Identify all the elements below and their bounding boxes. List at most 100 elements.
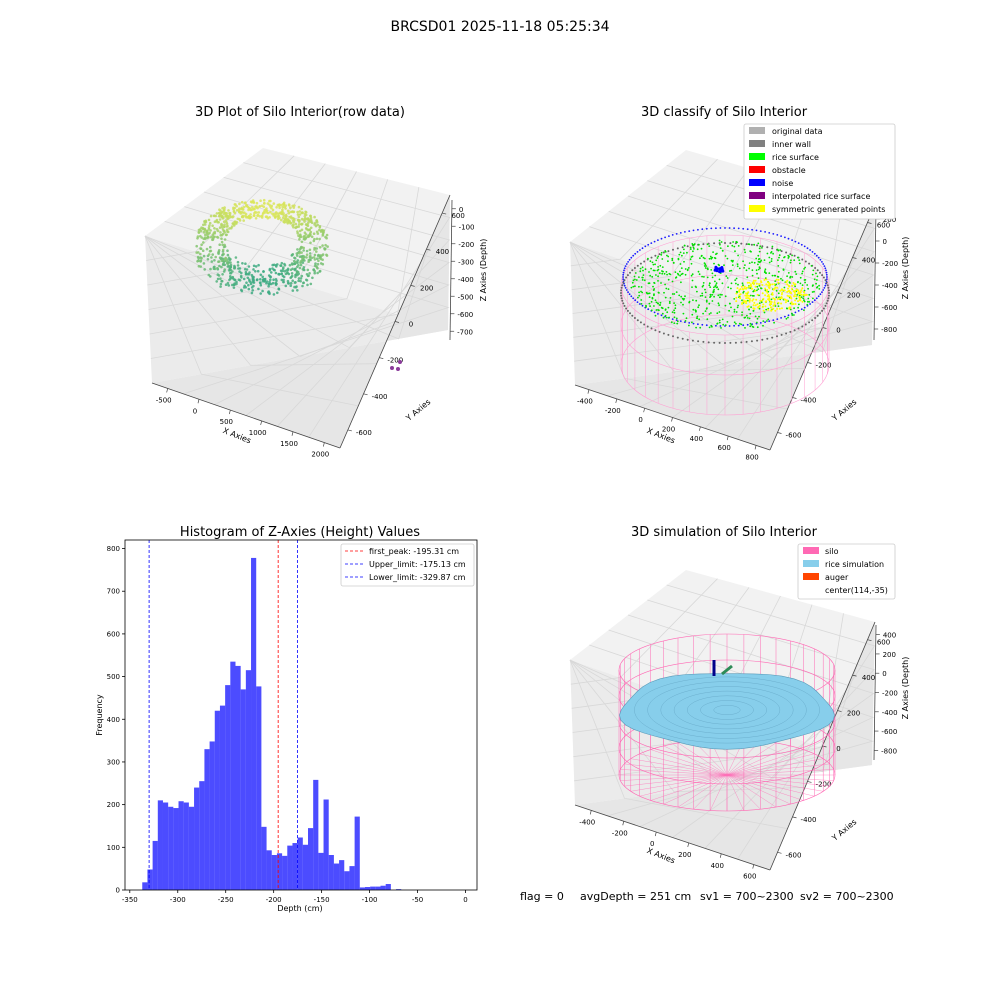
data-point: [276, 291, 279, 295]
wall-point: [622, 281, 625, 284]
symmetric-point: [739, 288, 742, 291]
rice-surface-point: [793, 314, 795, 316]
silo-ring: [620, 274, 830, 376]
x-tick: [699, 426, 701, 431]
noise-point: [641, 304, 644, 307]
data-point: [213, 232, 217, 235]
rice-surface-point: [695, 317, 698, 319]
data-point: [324, 235, 327, 239]
rice-surface-point: [727, 286, 730, 289]
histogram-bar: [235, 665, 241, 890]
data-point: [260, 215, 264, 218]
noise-point: [715, 227, 717, 230]
data-point: [251, 289, 254, 292]
rice-surface-point: [664, 250, 667, 252]
data-point: [286, 279, 290, 283]
rice-surface-point: [735, 311, 738, 313]
noise-point: [784, 236, 786, 239]
symmetric-point: [791, 284, 794, 287]
histogram-bar: [183, 802, 189, 890]
symmetric-point: [798, 292, 801, 295]
x-tick: [587, 389, 590, 394]
data-point: [290, 272, 294, 275]
x-axis-label: X Axies: [646, 846, 677, 865]
data-point: [270, 271, 273, 274]
data-point: [262, 270, 265, 273]
data-point: [199, 229, 203, 233]
rice-surface-point: [749, 312, 752, 315]
rice-surface-point: [648, 292, 651, 295]
data-point: [208, 224, 211, 227]
wall-point: [658, 330, 661, 333]
rice-surface-point: [702, 282, 705, 284]
rice-surface-point: [671, 257, 674, 260]
noise-point: [688, 230, 691, 233]
data-point: [250, 286, 254, 289]
data-point: [265, 281, 268, 285]
data-point: [228, 269, 231, 272]
rice-surface-point: [659, 264, 662, 267]
noise-point: [714, 267, 718, 271]
data-point: [310, 221, 314, 224]
data-point: [297, 215, 301, 219]
rice-surface-point: [683, 244, 686, 247]
rice-surface-point: [700, 254, 703, 257]
data-point: [319, 262, 323, 265]
rice-surface-point: [731, 260, 734, 263]
data-point: [210, 235, 213, 239]
x-tick-label: -400: [577, 398, 593, 406]
reference-lines: [148, 540, 298, 890]
legend-label: first_peak: -195.31 cm: [369, 547, 459, 556]
rice-surface-point: [704, 257, 706, 260]
noise-point: [634, 252, 637, 255]
legend-label: inner wall: [772, 140, 811, 149]
rice-surface-point: [724, 255, 727, 257]
symmetric-point: [761, 284, 764, 286]
rice-surface-point: [691, 243, 694, 245]
data-point: [314, 262, 317, 265]
rice-surface-point: [696, 315, 699, 318]
data-point: [310, 256, 314, 260]
rice-surface-point: [736, 265, 739, 268]
data-point: [305, 279, 309, 282]
histogram-bar: [354, 816, 360, 890]
rice-surface-point: [653, 305, 655, 307]
rice-surface-point: [701, 292, 704, 295]
data-point: [325, 233, 329, 237]
wall-point: [691, 339, 694, 342]
symmetric-point: [761, 292, 764, 295]
data-point: [243, 201, 247, 205]
data-point: [228, 258, 232, 262]
noise-point: [630, 295, 633, 298]
z-tick-label: -800: [881, 747, 897, 755]
noise-point: [764, 321, 766, 323]
rice-surface-point: [681, 272, 684, 275]
wall-point: [713, 341, 716, 344]
data-point: [224, 233, 228, 237]
rice-surface-point: [708, 245, 711, 248]
symmetric-point: [781, 307, 783, 310]
noise-point: [772, 233, 775, 235]
rice-surface-point: [714, 285, 717, 288]
z-tick-label: 0: [882, 670, 886, 678]
noise-point: [632, 297, 635, 300]
silo-floor-spoke: [726, 749, 804, 776]
rice-surface-point: [766, 252, 769, 255]
data-point: [240, 289, 244, 293]
z-tick-label: -400: [882, 709, 898, 717]
x-tick-label: 400: [690, 435, 703, 443]
data-point: [240, 276, 243, 279]
data-point: [228, 227, 231, 230]
noise-point: [759, 322, 762, 324]
wall-point: [702, 340, 705, 343]
data-point: [218, 208, 221, 211]
data-point: [201, 249, 205, 252]
symmetric-point: [781, 291, 784, 294]
y-tick: [852, 257, 857, 259]
rice-surface-point: [791, 254, 793, 257]
data-point: [250, 273, 254, 277]
symmetric-point: [784, 298, 787, 301]
rice-surface-point: [733, 245, 736, 248]
data-point: [316, 262, 320, 266]
